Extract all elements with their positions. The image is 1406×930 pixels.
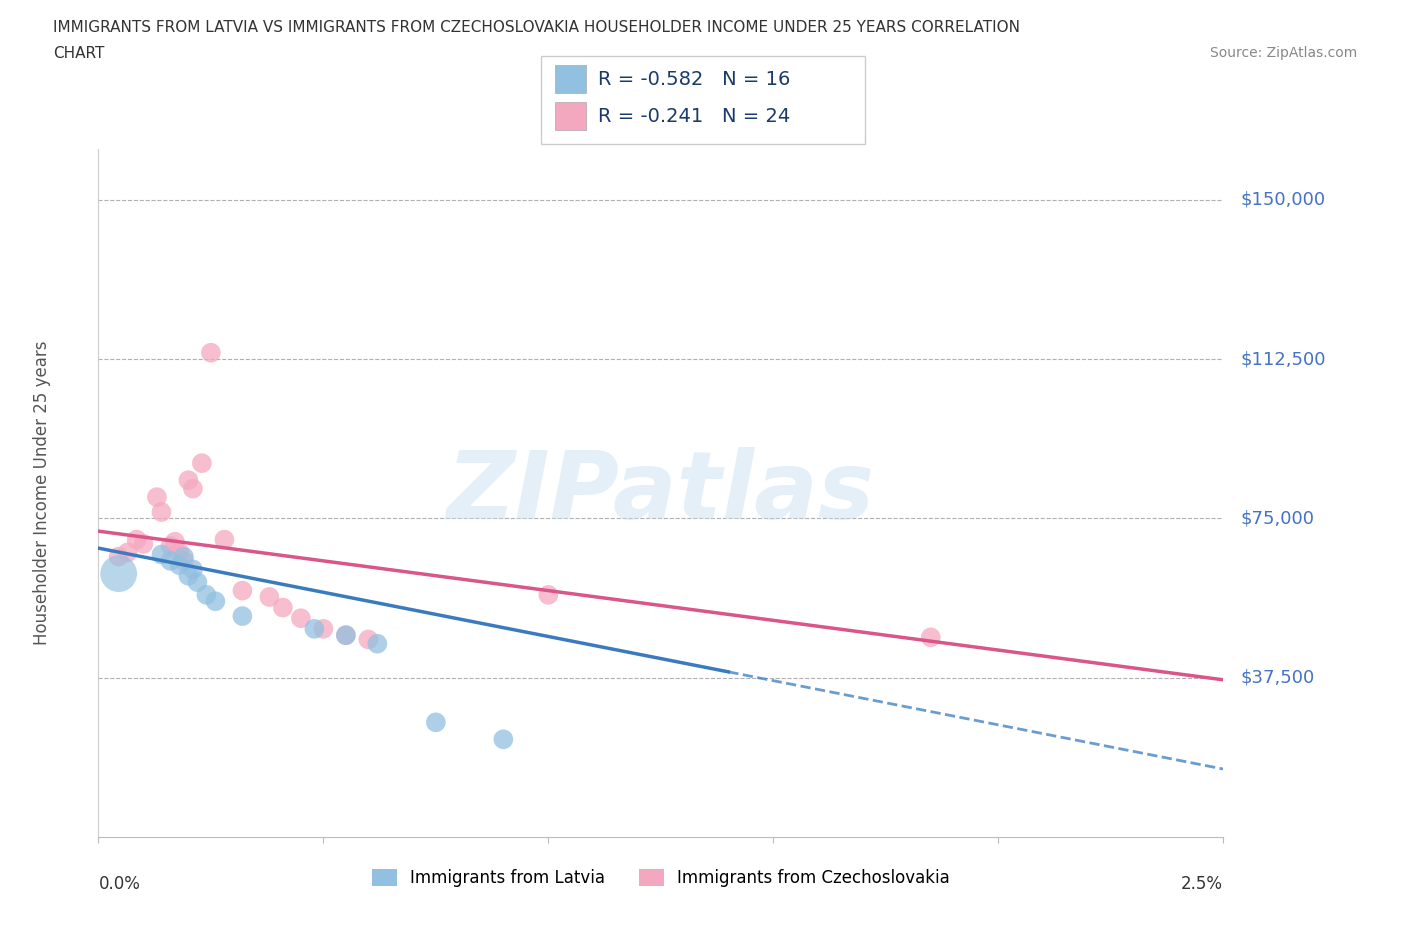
Point [150,547,173,562]
Point [107,550,129,565]
Point [231,583,253,598]
Point [150,505,173,520]
Point [366,636,388,651]
Point [177,568,200,583]
Point [425,715,447,730]
Point [312,621,335,636]
Point [163,535,186,550]
Point [259,590,281,604]
Point [357,632,380,647]
Point [214,532,236,547]
Point [125,532,148,547]
Text: R = -0.582   N = 16: R = -0.582 N = 16 [598,70,790,88]
Point [169,558,191,573]
Point [304,621,326,636]
Point [204,593,226,608]
Text: $37,500: $37,500 [1240,669,1315,686]
Point [492,732,515,747]
Point [191,456,214,471]
Text: CHART: CHART [53,46,105,61]
Text: 0.0%: 0.0% [98,875,141,893]
Point [173,553,195,568]
Point [169,545,191,560]
Point [271,600,294,615]
Point [159,553,181,568]
Text: ZIPatlas: ZIPatlas [447,447,875,538]
Point [290,611,312,626]
Text: $150,000: $150,000 [1240,191,1326,208]
Point [181,562,204,577]
Point [186,575,208,590]
Point [537,588,560,603]
Text: IMMIGRANTS FROM LATVIA VS IMMIGRANTS FROM CZECHOSLOVAKIA HOUSEHOLDER INCOME UNDE: IMMIGRANTS FROM LATVIA VS IMMIGRANTS FRO… [53,20,1021,35]
Point [920,630,942,644]
Point [181,481,204,496]
Point [132,537,155,551]
Legend: Immigrants from Latvia, Immigrants from Czechoslovakia: Immigrants from Latvia, Immigrants from … [366,862,956,894]
Point [195,588,218,603]
Point [159,538,181,553]
Text: Source: ZipAtlas.com: Source: ZipAtlas.com [1209,46,1357,60]
Text: 2.5%: 2.5% [1181,875,1223,893]
Point [117,545,139,560]
Point [335,628,357,643]
Point [146,490,169,505]
Point [177,472,200,487]
Text: $75,000: $75,000 [1240,510,1315,527]
Point [200,345,222,360]
Point [335,628,357,643]
Text: Householder Income Under 25 years: Householder Income Under 25 years [34,340,51,645]
Text: R = -0.241   N = 24: R = -0.241 N = 24 [598,107,790,126]
Point [173,550,195,565]
Point [231,608,253,623]
Point [107,566,129,581]
Text: $112,500: $112,500 [1240,350,1326,368]
